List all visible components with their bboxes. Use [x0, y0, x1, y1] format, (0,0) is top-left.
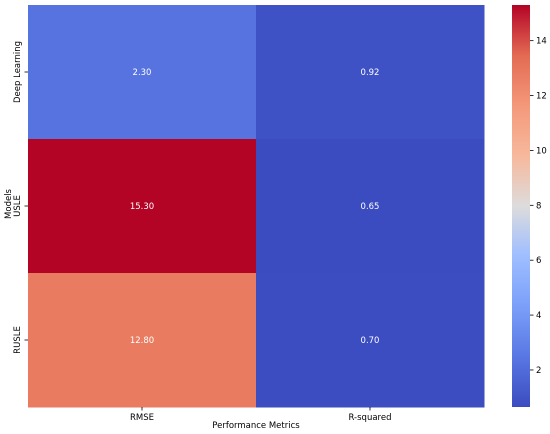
- heatmap-cell: [28, 273, 257, 408]
- heatmap-cell: [256, 273, 485, 408]
- colorbar-tick-label: 12: [536, 92, 547, 102]
- colorbar-ticks: 2 4 6 8 10 12 14: [530, 37, 547, 376]
- y-tick-label: USLE: [13, 195, 23, 217]
- heatmap-cell-labels: 2.30 0.92 15.30 0.65 12.80 0.70: [130, 68, 380, 346]
- colorbar-tick-label: 6: [536, 256, 541, 266]
- heatmap-cells: [28, 5, 485, 408]
- x-tick-label: R-squared: [349, 413, 392, 423]
- x-axis-label: Performance Metrics: [212, 421, 300, 431]
- colorbar-tick-label: 8: [536, 201, 541, 211]
- y-tick-label: RUSLE: [13, 326, 23, 354]
- cell-value-label: 15.30: [130, 202, 154, 212]
- y-axis-ticks: Deep Learning USLE RUSLE: [13, 41, 28, 354]
- heatmap-cell: [256, 139, 485, 274]
- colorbar-tick-label: 4: [536, 311, 541, 321]
- colorbar-tick-label: 10: [536, 146, 547, 156]
- heatmap-cell: [256, 5, 485, 140]
- colorbar: [512, 5, 530, 407]
- cell-value-label: 2.30: [133, 68, 152, 78]
- cell-value-label: 0.65: [361, 202, 380, 212]
- cell-value-label: 12.80: [130, 336, 154, 346]
- cell-value-label: 0.70: [361, 336, 380, 346]
- heatmap-cell: [28, 5, 257, 140]
- y-tick-label: Deep Learning: [13, 41, 23, 103]
- y-axis-label: Models: [4, 188, 14, 219]
- x-axis-ticks: RMSE R-squared: [130, 407, 392, 423]
- x-tick-label: RMSE: [130, 413, 154, 423]
- colorbar-tick-label: 2: [536, 366, 541, 376]
- colorbar-tick-label: 14: [536, 37, 547, 47]
- heatmap-cell: [28, 139, 257, 274]
- cell-value-label: 0.92: [361, 68, 380, 78]
